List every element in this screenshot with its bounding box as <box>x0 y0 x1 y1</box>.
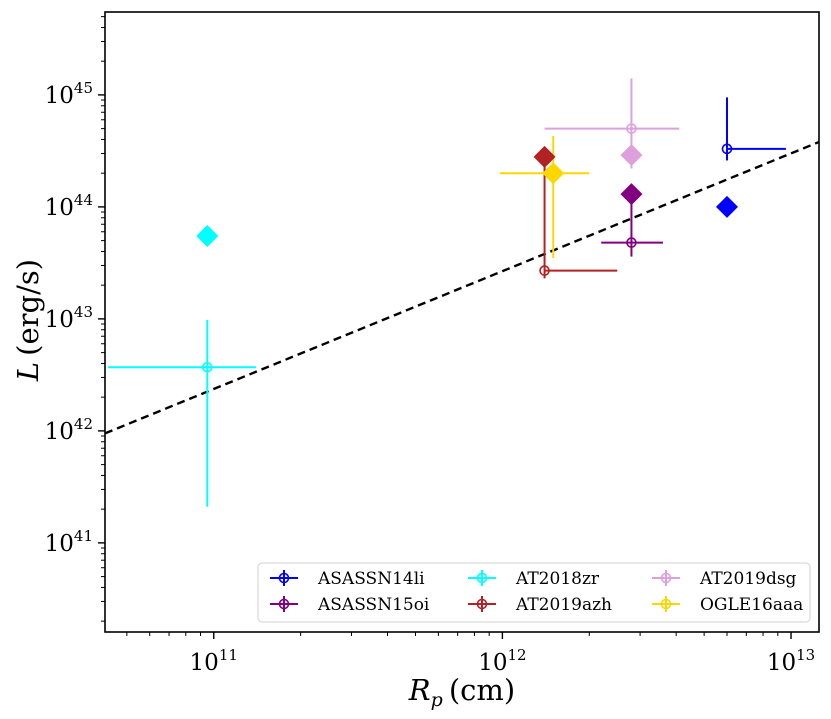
series-asassn14li-errorbars <box>721 97 786 161</box>
x-axis-title: Rp (cm) <box>408 673 515 711</box>
diamond-asassn14li <box>715 195 738 218</box>
y-tick-label: 1041 <box>45 527 93 557</box>
series-at2019dsg-errorbars <box>544 78 680 169</box>
legend-label: OGLE16aaa <box>700 595 803 615</box>
legend-label: AT2018zr <box>515 569 600 589</box>
diamond-at2019dsg <box>620 144 643 167</box>
legend-marker <box>278 572 290 584</box>
legend-label: ASASSN15oi <box>317 595 430 615</box>
y-tick-label: 1044 <box>45 191 93 221</box>
legend-item-at2018zr: AT2018zr <box>468 569 600 589</box>
legend-item-ogle16aaa: OGLE16aaa <box>652 595 803 615</box>
legend-item-at2019azh: AT2019azh <box>468 595 612 615</box>
x-tick-label: 1012 <box>478 646 526 676</box>
point-at2019dsg <box>626 123 637 134</box>
legend-marker <box>278 598 290 610</box>
y-tick-label: 1042 <box>45 415 93 445</box>
diamond-at2019azh <box>533 145 556 168</box>
y-tick-label: 1043 <box>45 303 93 333</box>
y-axis-title: L(erg/s) <box>11 259 45 382</box>
series-at2018zr-errorbars <box>107 319 256 507</box>
x-tick-label: 1011 <box>190 646 238 676</box>
diamond-ogle16aaa <box>542 162 565 185</box>
legend-label: ASASSN14li <box>317 569 425 589</box>
legend-marker <box>660 572 672 584</box>
legend-item-asassn14li: ASASSN14li <box>270 569 425 589</box>
legend-marker <box>476 598 488 610</box>
x-tick-label: 1013 <box>767 646 815 676</box>
diamond-asassn15oi <box>620 183 643 206</box>
series-asassn15oi-errorbars <box>601 198 663 257</box>
legend-label: AT2019azh <box>515 595 612 615</box>
y-tick-label: 1045 <box>45 79 93 109</box>
fit-line <box>104 140 820 435</box>
point-at2018zr <box>202 361 213 373</box>
legend: ASASSN14li ASASSN15oi AT2018zr AT2019azh AT2… <box>257 562 811 623</box>
legend-marker <box>476 572 488 584</box>
legend-item-at2019dsg: AT2019dsg <box>652 569 797 589</box>
point-asassn14li <box>721 143 733 155</box>
plot-frame <box>104 11 820 633</box>
legend-item-asassn15oi: ASASSN15oi <box>270 595 430 615</box>
diamond-at2018zr <box>196 224 219 247</box>
point-asassn15oi <box>626 237 637 248</box>
legend-label: AT2019dsg <box>699 569 797 589</box>
legend-marker <box>660 598 672 610</box>
point-at2019azh <box>539 265 550 276</box>
series-at2019azh-errorbars <box>539 158 618 279</box>
